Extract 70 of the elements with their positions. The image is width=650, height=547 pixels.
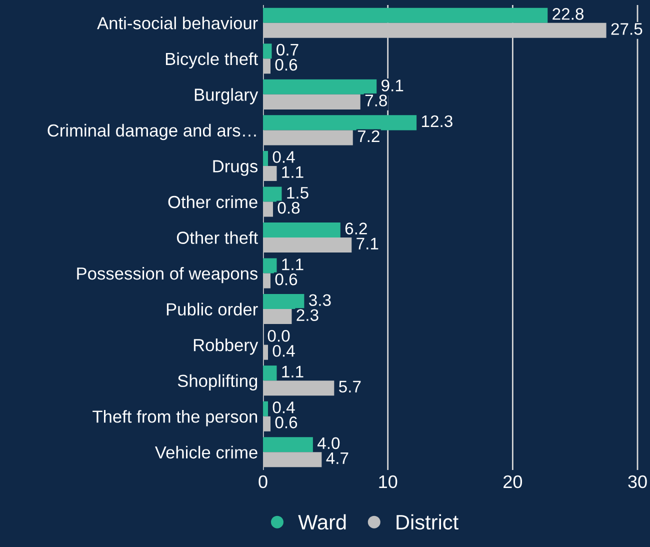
data-label: 2.3 [296, 309, 318, 322]
legend-label: District [396, 514, 458, 530]
data-label: 6.2 [345, 222, 367, 234]
bar [263, 150, 268, 166]
bar [263, 22, 606, 38]
bar [263, 94, 360, 110]
data-label: 0.0 [268, 330, 290, 342]
data-label: 0.7 [276, 44, 298, 56]
y-tick-label: Public order [166, 302, 258, 316]
data-label: 0.4 [272, 402, 295, 414]
bar [263, 79, 377, 94]
data-label: 0.6 [275, 416, 298, 428]
bar [263, 44, 272, 59]
x-tick-label: 10 [379, 475, 398, 488]
data-label: 22.8 [552, 8, 584, 20]
data-label: 1.1 [282, 366, 304, 378]
data-label: 7.1 [356, 238, 378, 250]
y-tick-label: Possession of weapons [77, 266, 258, 284]
bar [263, 166, 277, 181]
bar [263, 380, 334, 396]
data-label: 0.8 [278, 202, 300, 214]
bar [263, 273, 270, 288]
data-label: 0.6 [275, 58, 298, 71]
data-label: 9.1 [382, 80, 404, 92]
data-label: 0.4 [272, 151, 295, 163]
y-tick-label: Drugs [213, 160, 258, 176]
bar [263, 309, 292, 324]
y-tick-label: Vehicle crime [154, 446, 258, 459]
data-label: 12.3 [422, 115, 452, 128]
y-tick-label: Criminal damage and ars… [48, 124, 256, 140]
data-label: 7.2 [358, 130, 380, 142]
data-label: 0.4 [272, 344, 295, 357]
bar [263, 8, 548, 23]
data-label: 1.1 [282, 166, 304, 178]
y-tick-label: Robbery [194, 338, 258, 355]
bar [263, 437, 313, 452]
data-label: 3.3 [309, 294, 331, 306]
y-tick-label: Theft from the person [92, 410, 258, 426]
data-label: 7.8 [365, 94, 387, 106]
y-tick-label: Bicycle theft [166, 52, 258, 69]
data-label: 4.0 [317, 437, 340, 450]
bar [263, 58, 270, 74]
bar [263, 222, 340, 238]
y-tick-label: Other theft [176, 231, 258, 244]
bar [263, 294, 304, 310]
data-label: 1.1 [282, 258, 304, 270]
data-label: 0.6 [275, 273, 298, 286]
bar [263, 238, 352, 253]
bar [263, 258, 277, 274]
y-tick-label: Anti-social behaviour [97, 16, 258, 30]
x-tick-label: 30 [628, 475, 647, 488]
bar [263, 130, 353, 146]
bar [263, 366, 277, 381]
bar [263, 401, 268, 416]
data-label: 5.7 [338, 380, 361, 393]
bar [263, 416, 270, 432]
bar [263, 202, 273, 217]
bar [263, 115, 417, 130]
data-label: 27.5 [611, 23, 642, 35]
bar [263, 186, 282, 202]
x-tick-label: 0 [258, 475, 268, 488]
data-label: 1.5 [287, 187, 308, 199]
data-label: 4.7 [326, 452, 348, 464]
y-tick-label: Other crime [168, 195, 258, 208]
y-tick-label: Shoplifting [178, 374, 258, 390]
bar [263, 452, 322, 468]
y-tick-label: Burglary [194, 88, 258, 104]
x-tick-label: 20 [504, 475, 522, 488]
legend-label: Ward [298, 514, 346, 530]
bar [263, 344, 268, 360]
